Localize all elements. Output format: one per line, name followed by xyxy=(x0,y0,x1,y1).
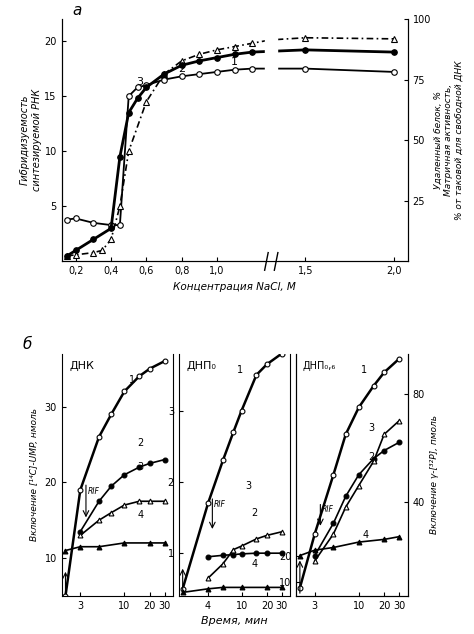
Text: 3: 3 xyxy=(136,77,143,87)
Text: ДНП₀,₆: ДНП₀,₆ xyxy=(303,361,336,371)
Text: RIF: RIF xyxy=(322,505,334,514)
Text: 2: 2 xyxy=(369,452,375,462)
Text: ДНК: ДНК xyxy=(69,361,94,371)
X-axis label: Время, мин: Время, мин xyxy=(201,616,268,626)
Y-axis label: Удаленный белок, %
Матричная активность,
% от таковой для свободной ДНК: Удаленный белок, % Матричная активность,… xyxy=(434,60,464,220)
Text: 4: 4 xyxy=(363,530,369,540)
Text: RIF: RIF xyxy=(88,487,100,496)
Text: б: б xyxy=(23,337,32,353)
Text: ДНП₀: ДНП₀ xyxy=(187,361,217,371)
Text: 1: 1 xyxy=(231,57,238,67)
Text: 3: 3 xyxy=(246,481,252,491)
Text: 1: 1 xyxy=(361,365,367,375)
Y-axis label: Включение γ-[³²P], пмоль: Включение γ-[³²P], пмоль xyxy=(430,415,439,534)
Text: 2: 2 xyxy=(137,437,144,448)
Y-axis label: Гибридизуемость
синтезируемой РНК: Гибридизуемость синтезируемой РНК xyxy=(20,89,42,191)
X-axis label: Концентрация NaCl, М: Концентрация NaCl, М xyxy=(173,282,296,292)
Text: а: а xyxy=(72,3,82,18)
Text: 3: 3 xyxy=(137,462,144,472)
Y-axis label: Включение [¹⁴C]-UMP, нмоль: Включение [¹⁴C]-UMP, нмоль xyxy=(30,408,39,541)
Text: 1: 1 xyxy=(128,375,135,385)
Text: RIF: RIF xyxy=(214,500,226,509)
Text: 2: 2 xyxy=(178,64,185,74)
Text: 2: 2 xyxy=(251,508,258,518)
Text: 1: 1 xyxy=(237,365,243,375)
Text: 4: 4 xyxy=(251,559,257,569)
Text: 4: 4 xyxy=(137,510,144,521)
Text: 3: 3 xyxy=(369,423,375,433)
